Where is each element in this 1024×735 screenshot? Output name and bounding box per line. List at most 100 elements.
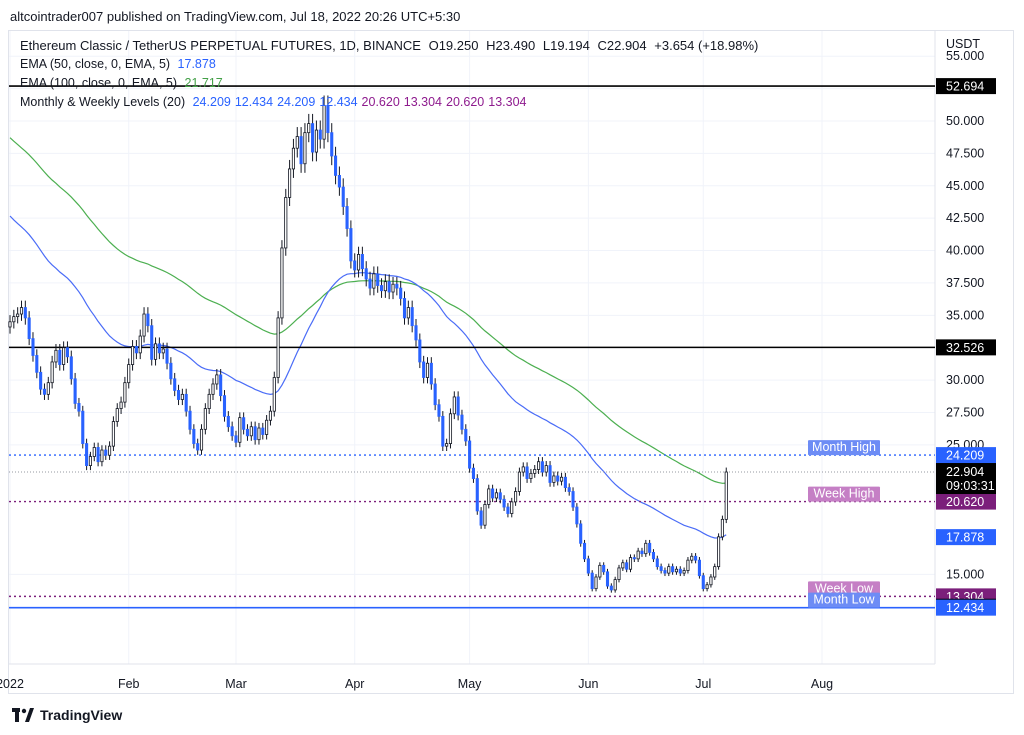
- candle-body: [108, 445, 112, 456]
- legend-ema100[interactable]: EMA (100, close, 0, EMA, 5) 21.717: [20, 76, 227, 90]
- candle-body: [314, 129, 318, 153]
- candle-body: [27, 317, 31, 340]
- candle-body: [284, 197, 288, 249]
- candle-body: [69, 356, 73, 380]
- level-tag-label: Week Low: [815, 581, 874, 595]
- candle-body: [418, 339, 422, 363]
- candle-body: [383, 281, 387, 292]
- candle-body: [249, 426, 253, 437]
- candle-body: [184, 393, 188, 412]
- candle-body: [556, 475, 560, 482]
- candle-body: [291, 147, 295, 170]
- candle-body: [337, 175, 341, 188]
- candle-body: [176, 390, 181, 400]
- candle-body: [234, 435, 238, 443]
- levels-value: 20.620: [361, 95, 400, 109]
- candle-body: [180, 393, 184, 400]
- candle-body: [540, 461, 544, 473]
- candle-body: [468, 440, 472, 469]
- candle-body: [575, 506, 579, 525]
- candle-body: [268, 410, 273, 421]
- candle-body: [628, 557, 633, 570]
- candle-body: [119, 401, 123, 409]
- tradingview-logo-icon: [12, 708, 34, 722]
- legend-levels[interactable]: Monthly & Weekly Levels (20) 24.209 12.43…: [20, 95, 534, 109]
- candle-body: [211, 383, 215, 395]
- candle-body: [694, 555, 698, 561]
- x-tick-label: May: [458, 677, 482, 691]
- candle-body: [483, 504, 487, 526]
- ema100-value: 21.717: [184, 76, 223, 90]
- candle-body: [42, 388, 47, 395]
- candle-body: [215, 374, 219, 385]
- candle-body: [498, 492, 502, 500]
- candle-body: [667, 566, 671, 574]
- candle-body: [598, 564, 602, 578]
- candle-body: [529, 472, 533, 479]
- price-scale-label: 20.620: [946, 495, 984, 509]
- ema50-value: 17.878: [177, 57, 216, 71]
- candle-body: [690, 555, 694, 561]
- candle-body: [521, 466, 525, 473]
- candle-body: [31, 338, 35, 356]
- candle-body: [54, 349, 58, 363]
- candle-body: [19, 307, 24, 315]
- level-tag: Week High: [808, 486, 880, 502]
- candle-body: [602, 564, 606, 573]
- candle-body: [92, 447, 96, 457]
- candle-body: [330, 132, 334, 157]
- candle-body: [245, 428, 250, 437]
- levels-value: 12.434: [319, 95, 358, 109]
- candle-body: [150, 325, 154, 360]
- level-tag-bg: [808, 486, 880, 502]
- candle-body: [533, 469, 537, 474]
- y-tick-label: 30.000: [946, 373, 984, 387]
- level-tag-label: Month Low: [813, 593, 875, 607]
- ohlc-open: O19.250: [428, 38, 479, 53]
- candle-body: [376, 273, 380, 286]
- candle-body: [356, 254, 361, 271]
- candle-body: [272, 377, 276, 412]
- candle-body: [153, 343, 158, 360]
- x-tick-label: 2022: [0, 677, 24, 691]
- price-scale-label-bg: [936, 529, 996, 546]
- levels-value: 24.209: [277, 95, 316, 109]
- candle-body: [655, 558, 659, 568]
- candle-body: [559, 476, 564, 482]
- candle-body: [196, 443, 200, 451]
- tradingview-footer[interactable]: TradingView: [12, 707, 122, 723]
- candle-body: [632, 557, 636, 560]
- ema50-label: EMA (50, close, 0, EMA, 5): [20, 57, 171, 71]
- candle-body: [303, 132, 307, 165]
- candle-body: [713, 566, 717, 578]
- candle-body: [127, 364, 131, 384]
- y-tick-label: 35.000: [946, 308, 984, 322]
- level-tag-label: Month High: [812, 440, 876, 454]
- candle-body: [651, 551, 656, 560]
- y-tick-label: 47.500: [946, 146, 984, 160]
- candle-body: [238, 417, 242, 443]
- candle-body: [253, 426, 257, 441]
- candle-body: [349, 228, 353, 262]
- candle-body: [265, 419, 269, 435]
- candle-body: [134, 346, 138, 354]
- candle-body: [35, 355, 39, 373]
- level-tag-bg: [808, 581, 880, 597]
- levels-label: Monthly & Weekly Levels (20): [20, 95, 186, 109]
- candle-body: [16, 313, 20, 318]
- x-tick-label: Mar: [225, 677, 247, 691]
- legend-ema50[interactable]: EMA (50, close, 0, EMA, 5) 17.878: [20, 57, 220, 71]
- candle-body: [701, 575, 705, 590]
- candle-body: [379, 285, 384, 292]
- candle-body: [276, 317, 280, 378]
- candle-body: [280, 247, 284, 319]
- ohlc-change: +3.654 (+18.98%): [654, 38, 759, 53]
- candle-body: [552, 475, 556, 483]
- candle-body: [123, 382, 127, 403]
- candle-body: [502, 498, 506, 508]
- current-price-badge-bg: [936, 463, 996, 495]
- y-tick-label: 15.000: [946, 567, 984, 581]
- candle-body: [613, 579, 617, 591]
- ema100-label: EMA (100, close, 0, EMA, 5): [20, 76, 178, 90]
